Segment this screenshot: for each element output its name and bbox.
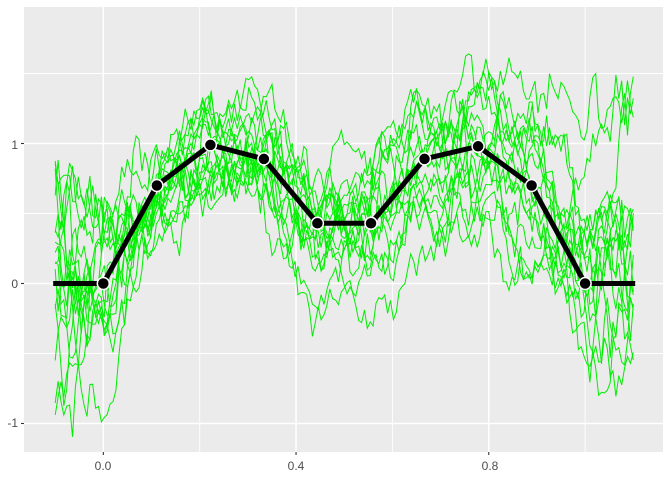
noise-line [54, 88, 634, 281]
x-tick-label: 0.0 [94, 459, 112, 473]
knot-point [578, 276, 592, 291]
knot-point [96, 276, 111, 291]
y-tick-label: 1 [11, 138, 18, 152]
x-tick-label: 0.8 [481, 459, 499, 473]
knot-point [203, 138, 218, 152]
knot-point [364, 216, 378, 231]
knot-point [257, 152, 271, 166]
mean-line [53, 142, 636, 286]
x-tick-label: 0.4 [287, 459, 305, 473]
noise-line [54, 130, 634, 383]
knot-point [310, 216, 325, 231]
y-tick-label: -1 [7, 416, 18, 430]
knot-point [150, 178, 164, 193]
noise-line [54, 82, 634, 406]
noise-line [54, 126, 634, 341]
y-tick-label: 0 [11, 277, 18, 291]
knot-point [471, 139, 485, 154]
knot-point [524, 178, 539, 193]
noise-lines-group [54, 53, 634, 437]
knot-point [417, 152, 432, 166]
